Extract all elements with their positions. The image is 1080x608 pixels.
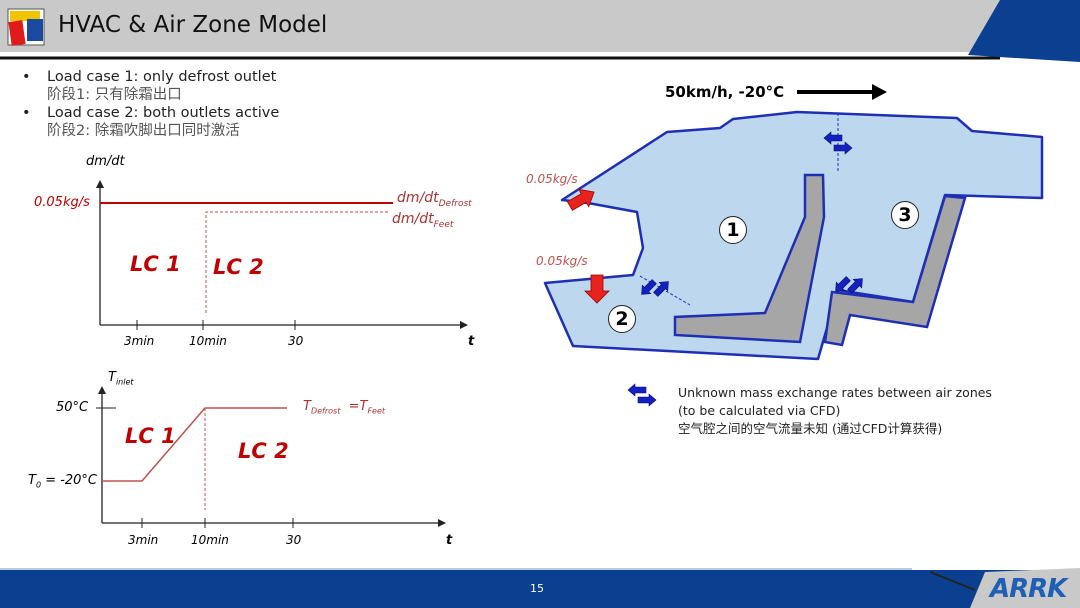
temperature-curve (102, 407, 287, 482)
y-tick-label: 50°C (56, 400, 89, 415)
partition-wall (673, 173, 826, 344)
flow-value-label: 0.05kg/s (34, 195, 90, 210)
x-tick-label: 30 (288, 334, 304, 348)
bullet-subtext: 阶段2: 除霜吹脚出口同时激活 (47, 123, 240, 139)
curve-label: TDefrost =TFeet (303, 399, 386, 416)
bullet-item: • Load case 2: both outlets active (22, 105, 280, 121)
page-number: 15 (530, 582, 544, 595)
legend-line: 空气腔之间的空气流量未知 (通过CFD计算获得) (678, 421, 943, 436)
bullet-text: Load case 1: only defrost outlet (47, 69, 277, 85)
inflow-arrow-icon (566, 188, 595, 211)
company-logo-icon (7, 8, 45, 46)
zone-3-marker: 3 (891, 201, 919, 229)
feet-flow-line (205, 211, 390, 313)
exchange-arrow-icon (835, 276, 863, 294)
bullet-text: Load case 2: both outlets active (47, 105, 280, 121)
exchange-arrow-icon (627, 383, 657, 407)
region-label: LC 2 (213, 255, 264, 279)
legend-feet: dm/dtFeet (392, 211, 454, 230)
bullet-item: • Load case 1: only defrost outlet (22, 69, 277, 85)
bullet-subtext: 阶段1: 只有除霜出口 (47, 87, 182, 103)
page-title: HVAC & Air Zone Model (58, 12, 328, 38)
flow-label: 0.05kg/s (536, 254, 588, 268)
plot-inlet-temperature (96, 386, 446, 528)
arrk-logo: ARRK (990, 574, 1067, 604)
x-tick-label: 3min (124, 334, 155, 348)
x-axis-label: t (446, 533, 453, 548)
wind-label: 50km/h, -20°C (665, 83, 785, 101)
partition-wall (823, 194, 967, 347)
x-tick-label: 10min (189, 334, 227, 348)
flow-label: 0.05kg/s (526, 172, 578, 186)
exchange-arrow-icon (641, 279, 669, 297)
t0-label: T0 = -20°C (28, 473, 98, 490)
air-zone-diagram (543, 84, 1044, 361)
inflow-arrow-icon (584, 274, 610, 304)
legend-line: Unknown mass exchange rates between air … (678, 385, 992, 400)
y-axis-label: Tinlet (108, 370, 134, 387)
x-tick-label: 10min (191, 533, 229, 547)
zone-2-marker: 2 (608, 305, 636, 333)
legend-line: (to be calculated via CFD) (678, 403, 841, 418)
header-corner (968, 0, 1080, 62)
region-label: LC 2 (238, 439, 289, 463)
legend-defrost: dm/dtDefrost (397, 190, 472, 209)
x-axis-label: t (468, 334, 475, 349)
plot-mass-flow (96, 180, 468, 330)
x-tick-label: 30 (286, 533, 302, 547)
region-label: LC 1 (130, 252, 181, 276)
y-axis-label: dm/dt (86, 154, 125, 169)
x-tick-label: 3min (128, 533, 159, 547)
exchange-legend: Unknown mass exchange rates between air … (678, 384, 992, 438)
bullet-list: • Load case 1: only defrost outlet 阶段1: 只… (22, 68, 279, 140)
header-band (0, 0, 1080, 52)
exchange-arrow-icon (823, 131, 853, 155)
region-label: LC 1 (125, 424, 176, 448)
zone-1-marker: 1 (719, 216, 747, 244)
